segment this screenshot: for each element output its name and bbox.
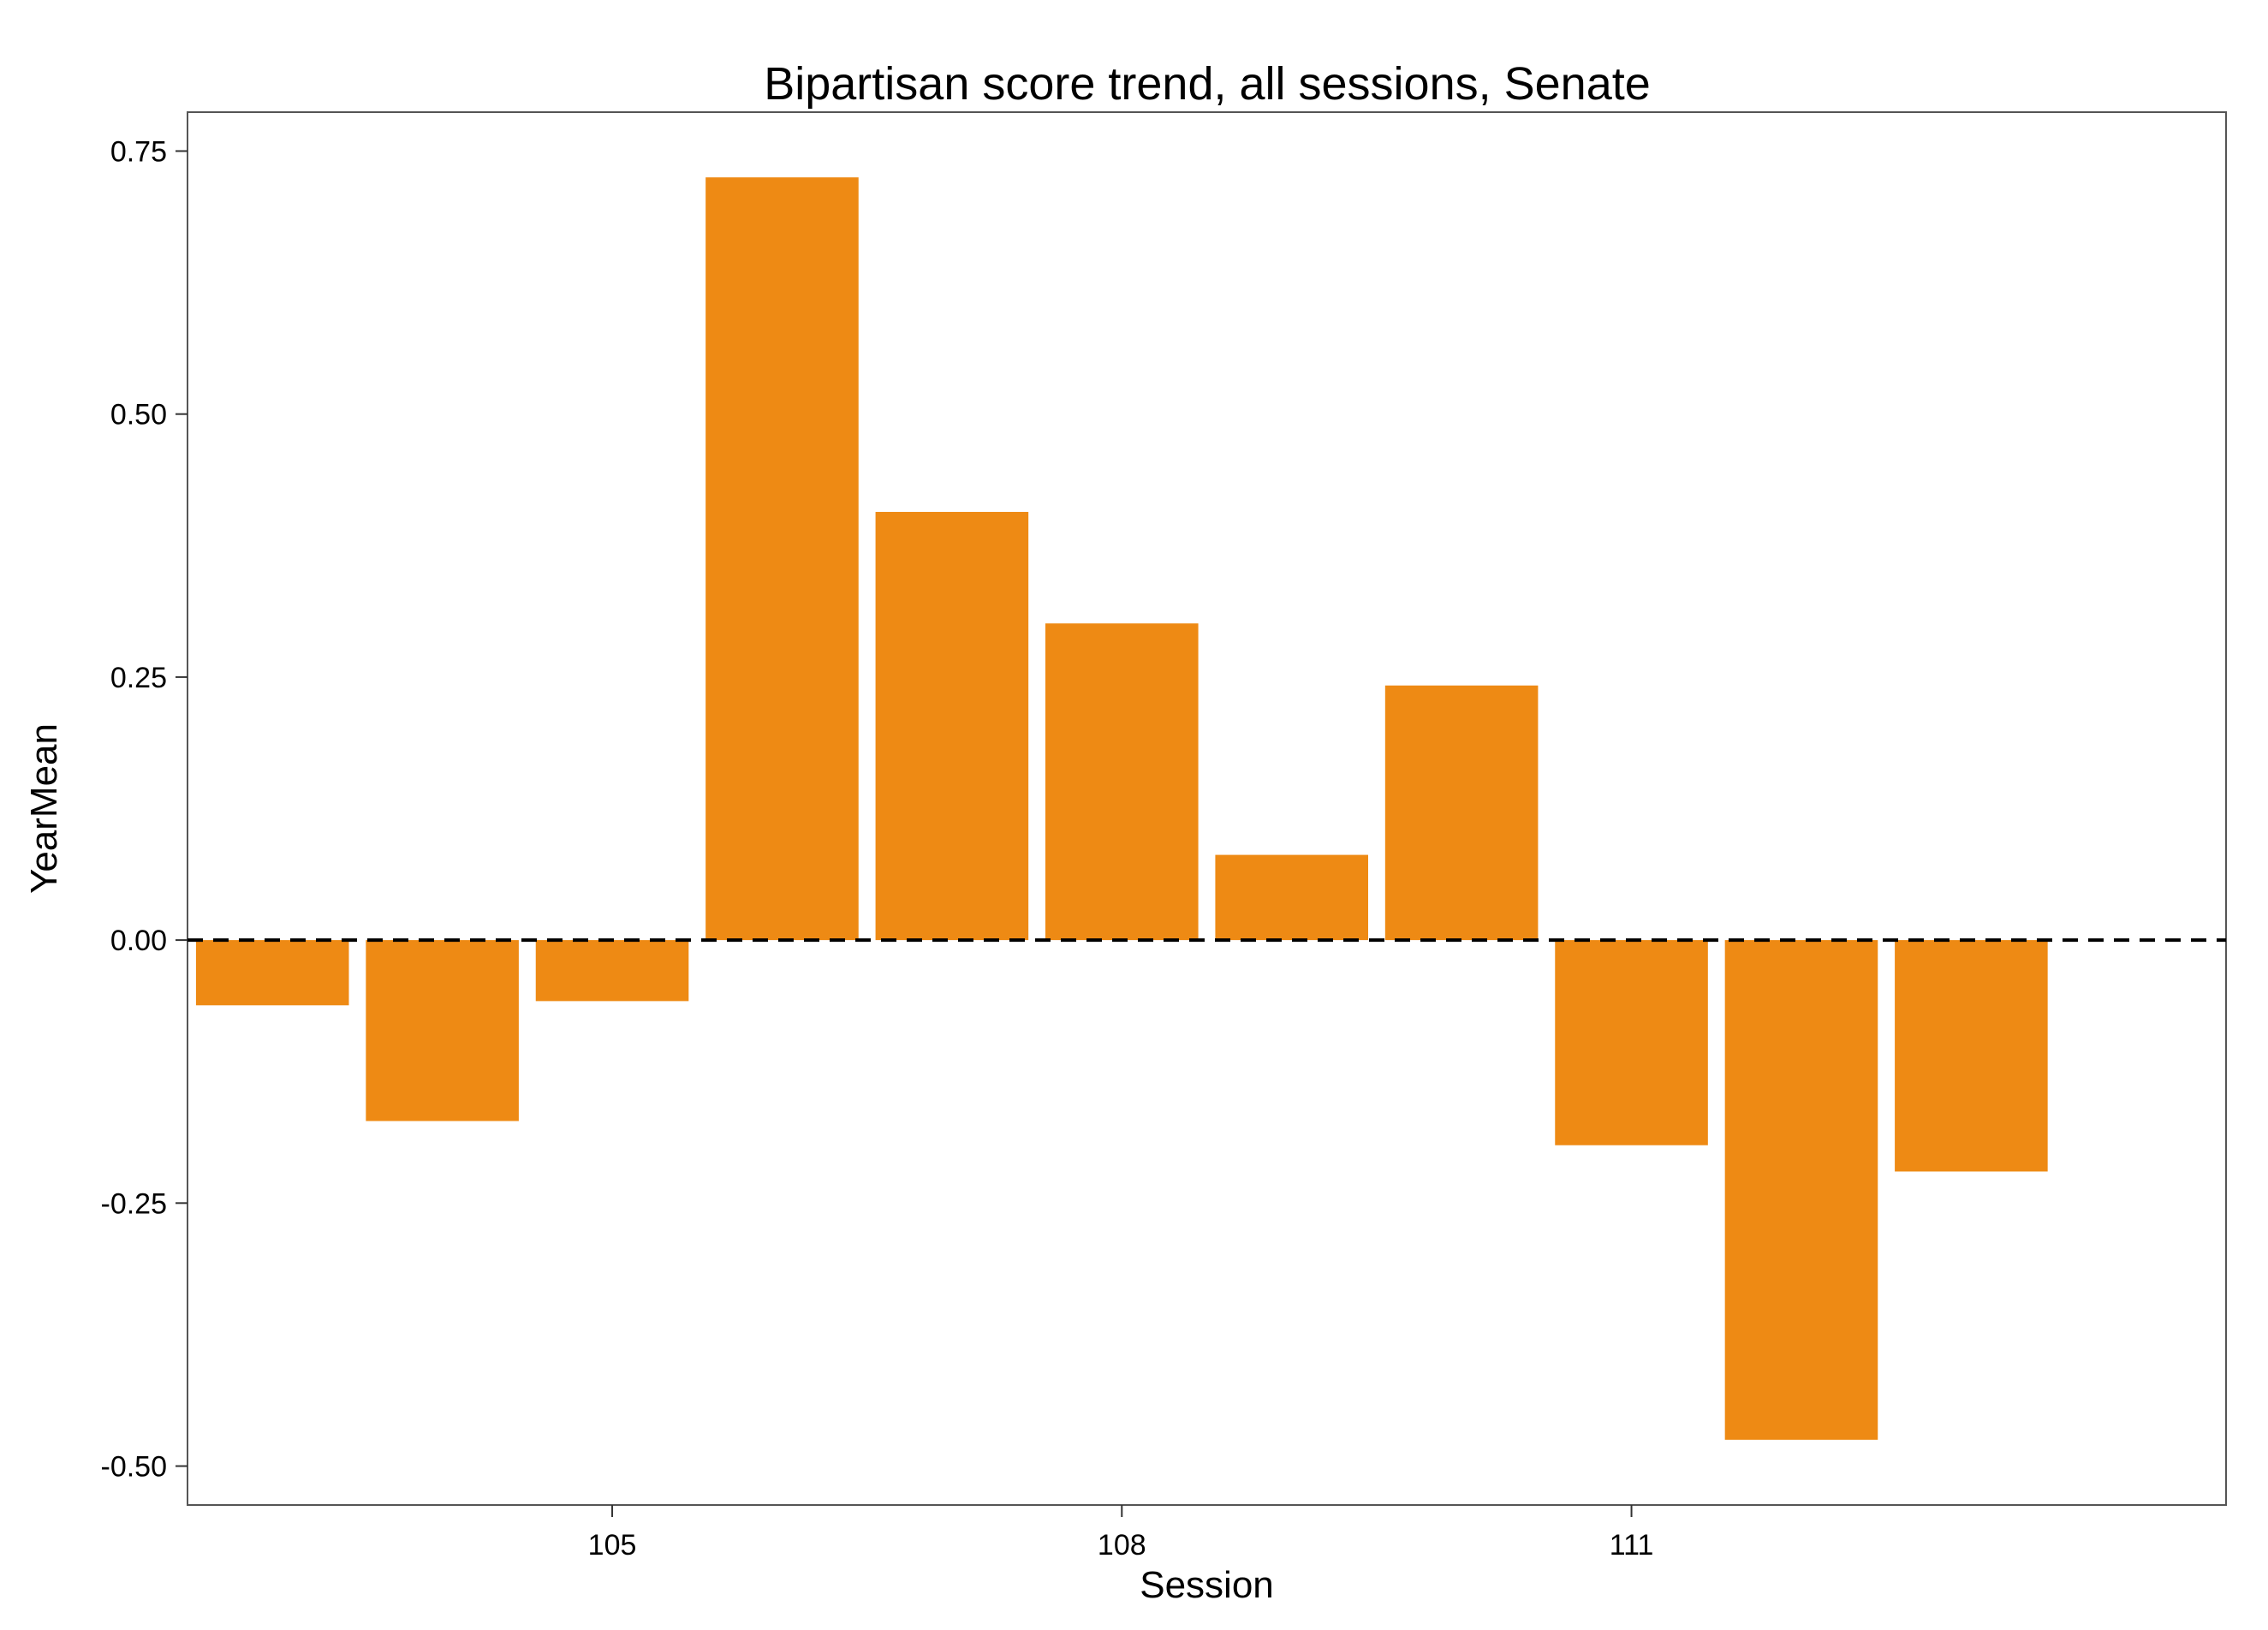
bar-session-113 <box>1895 940 2048 1172</box>
y-tick-label: 0.00 <box>110 925 167 957</box>
y-tick-label: -0.25 <box>101 1187 168 1220</box>
x-axis: 105 108 111 <box>588 1505 1654 1562</box>
bar-session-109 <box>1215 854 1368 941</box>
x-axis-title: Session <box>1140 1564 1274 1606</box>
y-tick-label: -0.50 <box>101 1451 168 1484</box>
bar-session-104 <box>366 940 519 1121</box>
plot-panel <box>187 111 2227 1506</box>
bars <box>195 177 2048 1440</box>
bar-session-112 <box>1724 940 1878 1440</box>
bar-session-103 <box>195 940 349 1006</box>
y-axis-title: YearMean <box>23 723 65 894</box>
x-tick-label: 108 <box>1098 1529 1146 1562</box>
x-tick-label: 111 <box>1610 1529 1654 1562</box>
bar-session-108 <box>1045 623 1199 941</box>
bar-session-111 <box>1555 940 1708 1145</box>
bar-session-110 <box>1384 685 1539 941</box>
y-axis: -0.50 -0.25 0.00 0.25 0.50 0.75 <box>101 135 188 1484</box>
chart-title: Bipartisan score trend, all sessions, Se… <box>764 58 1651 110</box>
y-tick-label: 0.50 <box>110 399 167 431</box>
bar-session-107 <box>875 511 1029 941</box>
bar-session-105 <box>535 940 689 1002</box>
bar-session-106 <box>705 177 859 941</box>
x-tick-label: 105 <box>588 1529 637 1562</box>
y-tick-label: 0.25 <box>110 662 167 694</box>
y-tick-label: 0.75 <box>110 135 167 168</box>
